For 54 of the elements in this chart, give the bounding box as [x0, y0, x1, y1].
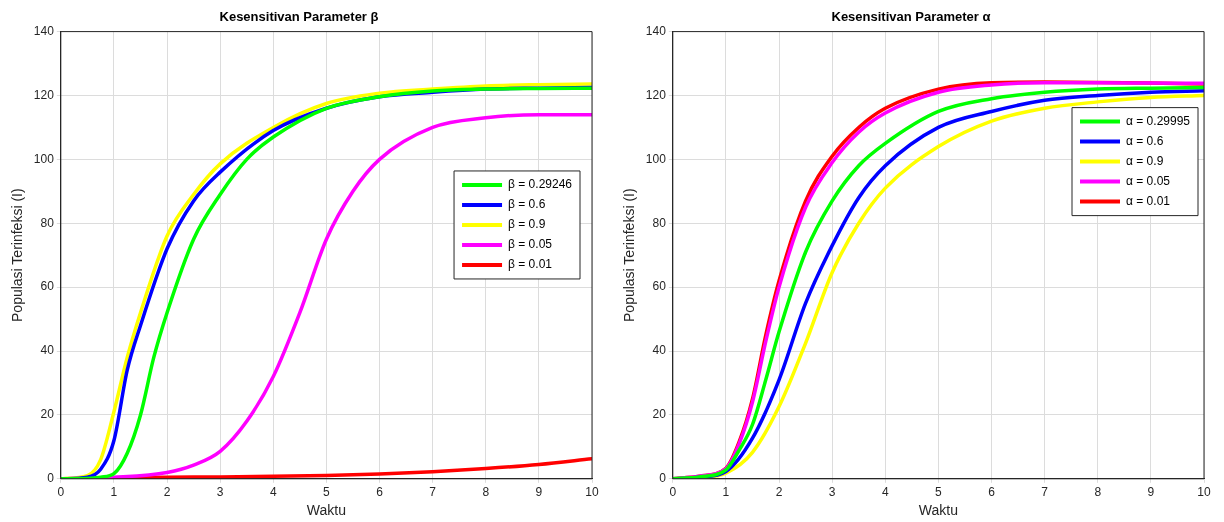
y-tick-label: 20 — [40, 407, 55, 422]
x-tick-label: 5 — [323, 485, 331, 500]
x-tick-label: 9 — [535, 485, 543, 500]
y-tick-label: 40 — [652, 343, 667, 358]
x-tick-label: 2 — [775, 485, 783, 500]
y-tick-label: 140 — [33, 23, 55, 38]
x-tick-label: 10 — [1197, 485, 1211, 500]
y-tick-label: 120 — [33, 87, 55, 102]
x-tick-label: 9 — [1147, 485, 1155, 500]
x-tick-label: 3 — [216, 485, 224, 500]
x-axis-title: Waktu — [306, 502, 346, 519]
legend-label: α = 0.6 — [1126, 133, 1164, 148]
y-tick-label: 60 — [40, 279, 55, 294]
x-tick-label: 1 — [722, 485, 730, 500]
x-tick-label: 6 — [988, 485, 996, 500]
x-tick-label: 0 — [57, 485, 65, 500]
x-tick-label: 2 — [163, 485, 171, 500]
x-tick-label: 8 — [1094, 485, 1102, 500]
y-tick-label: 80 — [652, 215, 667, 230]
x-tick-label: 8 — [482, 485, 490, 500]
x-tick-label: 0 — [669, 485, 677, 500]
x-tick-label: 4 — [881, 485, 889, 500]
x-tick-label: 5 — [935, 485, 943, 500]
x-tick-label: 3 — [828, 485, 836, 500]
y-tick-label: 0 — [659, 471, 667, 486]
x-tick-label: 6 — [376, 485, 384, 500]
y-tick-label: 40 — [40, 343, 55, 358]
legend-label: β = 0.29246 — [508, 177, 573, 192]
legend-label: α = 0.9 — [1126, 153, 1164, 168]
y-tick-label: 100 — [33, 151, 55, 166]
y-tick-label: 140 — [645, 23, 667, 38]
chart-title: Kesensitivan Parameter β — [219, 9, 379, 25]
y-axis-title: Populasi Terinfeksi (I) — [621, 188, 638, 322]
legend-label: β = 0.05 — [508, 237, 553, 252]
legend-label: α = 0.01 — [1126, 193, 1171, 208]
y-tick-label: 100 — [645, 151, 667, 166]
y-axis-title: Populasi Terinfeksi (I) — [9, 188, 26, 322]
x-tick-label: 4 — [269, 485, 277, 500]
x-tick-label: 1 — [110, 485, 118, 500]
y-tick-label: 80 — [40, 215, 55, 230]
legend-label: β = 0.01 — [508, 257, 553, 272]
x-tick-label: 7 — [1041, 485, 1049, 500]
legend-label: β = 0.9 — [508, 217, 546, 232]
chart-title: Kesensitivan Parameter α — [831, 9, 991, 25]
x-axis-title: Waktu — [918, 502, 958, 519]
legend-label: α = 0.05 — [1126, 173, 1171, 188]
legend-label: β = 0.6 — [508, 197, 546, 212]
y-tick-label: 20 — [652, 407, 667, 422]
legend-label: α = 0.29995 — [1126, 113, 1191, 128]
y-tick-label: 60 — [652, 279, 667, 294]
y-tick-label: 0 — [47, 471, 55, 486]
y-tick-label: 120 — [645, 87, 667, 102]
x-tick-label: 7 — [429, 485, 437, 500]
x-tick-label: 10 — [585, 485, 599, 500]
